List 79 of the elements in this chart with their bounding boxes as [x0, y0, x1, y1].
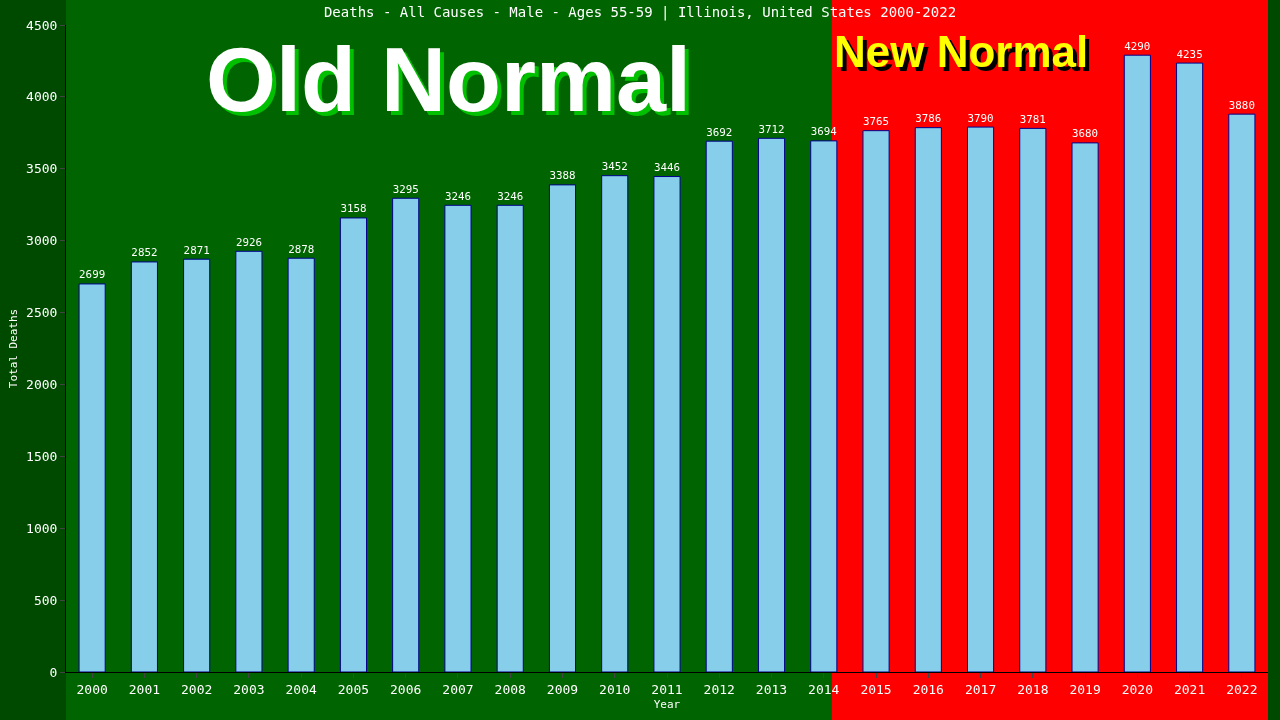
data-label: 3452 — [601, 160, 628, 174]
data-label: 2926 — [235, 235, 262, 249]
x-tick-label: 2000 — [76, 681, 108, 697]
bar — [183, 258, 211, 672]
y-tick-label: 2000 — [26, 376, 58, 392]
x-tick-label: 2004 — [285, 681, 317, 697]
bar — [757, 137, 786, 672]
bar — [496, 204, 524, 672]
bar — [1071, 142, 1099, 672]
x-tick-label: 2021 — [1173, 681, 1206, 697]
data-label: 3781 — [1019, 112, 1046, 126]
y-tick-label: 1500 — [26, 448, 58, 464]
x-tick-label: 2008 — [494, 681, 526, 697]
y-tick-label: 2500 — [26, 305, 58, 321]
y-tick-label: 3500 — [26, 161, 58, 177]
bar — [339, 217, 367, 672]
data-label: 3388 — [549, 169, 576, 183]
bar — [1123, 54, 1151, 672]
data-label: 3246 — [497, 189, 524, 203]
bar — [653, 176, 681, 672]
data-label: 4290 — [1124, 39, 1151, 53]
bar — [548, 184, 577, 672]
data-label: 3786 — [915, 112, 942, 126]
x-tick-label: 2022 — [1226, 681, 1258, 697]
data-label: 3692 — [706, 125, 733, 139]
y-axis-title: Total Deaths — [6, 308, 20, 389]
data-label: 3246 — [444, 189, 471, 203]
x-axis-title: Year — [653, 697, 681, 711]
bar — [914, 127, 942, 672]
data-label: 3446 — [653, 161, 681, 175]
data-label: 3295 — [392, 182, 419, 196]
data-label: 3790 — [967, 111, 994, 125]
data-label: 2852 — [131, 246, 158, 260]
y-tick-label: 4500 — [26, 17, 58, 33]
bar — [1176, 62, 1204, 672]
y-tick-label: 3000 — [26, 233, 58, 249]
bar — [235, 250, 263, 672]
data-label: 3765 — [863, 115, 890, 129]
x-tick-label: 2016 — [912, 681, 944, 697]
data-label: 2871 — [183, 243, 210, 257]
x-tick-label: 2009 — [546, 681, 579, 697]
bar — [810, 140, 838, 672]
x-tick-label: 2010 — [599, 681, 631, 697]
bar — [444, 204, 472, 672]
y-tick-label: 4000 — [26, 89, 58, 105]
bar — [705, 140, 733, 672]
data-label: 3680 — [1072, 127, 1099, 141]
x-tick-label: 2019 — [1069, 681, 1101, 697]
x-tick-label: 2007 — [442, 681, 474, 697]
y-tick-label: 0 — [49, 664, 58, 680]
bar — [130, 261, 158, 672]
x-tick-label: 2003 — [233, 681, 265, 697]
x-tick-label: 2020 — [1121, 681, 1154, 697]
bar — [287, 257, 315, 672]
data-label: 4235 — [1176, 47, 1203, 61]
bar — [1228, 113, 1256, 672]
x-tick-label: 2011 — [651, 681, 683, 697]
x-tick-label: 2013 — [755, 681, 788, 697]
data-label: 3880 — [1228, 98, 1255, 112]
bar — [1019, 127, 1047, 672]
y-tick-label: 1000 — [26, 520, 58, 536]
bar — [967, 126, 995, 672]
bar — [862, 130, 890, 672]
data-label: 3158 — [340, 202, 367, 216]
x-tick-label: 2005 — [337, 681, 370, 697]
x-tick-label: 2006 — [390, 681, 422, 697]
x-tick-label: 2018 — [1017, 681, 1049, 697]
data-label: 2878 — [288, 242, 315, 256]
data-label: 2699 — [79, 268, 106, 282]
x-tick-label: 2012 — [703, 681, 735, 697]
y-tick-label: 500 — [33, 592, 58, 608]
x-tick-label: 2017 — [964, 681, 997, 697]
bar — [392, 197, 420, 672]
x-tick-label: 2002 — [180, 681, 213, 697]
bar — [78, 283, 106, 672]
x-tick-label: 2001 — [128, 681, 161, 697]
data-label: 3712 — [758, 122, 785, 136]
bar — [601, 175, 629, 672]
x-tick-label: 2015 — [860, 681, 892, 697]
